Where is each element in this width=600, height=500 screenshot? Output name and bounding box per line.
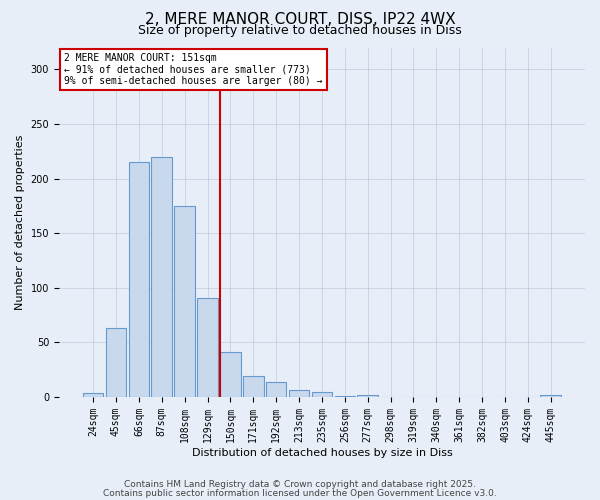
Bar	[541, 395, 561, 397]
Bar	[243, 376, 263, 397]
Text: Size of property relative to detached houses in Diss: Size of property relative to detached ho…	[138, 24, 462, 37]
Text: Contains HM Land Registry data © Crown copyright and database right 2025.: Contains HM Land Registry data © Crown c…	[124, 480, 476, 489]
Bar	[289, 390, 310, 397]
Bar	[220, 352, 241, 397]
Bar	[197, 298, 218, 397]
Bar	[335, 396, 355, 397]
Bar	[128, 162, 149, 397]
Text: 2, MERE MANOR COURT, DISS, IP22 4WX: 2, MERE MANOR COURT, DISS, IP22 4WX	[145, 12, 455, 28]
Bar	[266, 382, 286, 397]
Bar	[358, 395, 378, 397]
Bar	[151, 156, 172, 397]
Bar	[175, 206, 195, 397]
Bar	[83, 392, 103, 397]
Text: Contains public sector information licensed under the Open Government Licence v3: Contains public sector information licen…	[103, 489, 497, 498]
X-axis label: Distribution of detached houses by size in Diss: Distribution of detached houses by size …	[191, 448, 452, 458]
Text: 2 MERE MANOR COURT: 151sqm
← 91% of detached houses are smaller (773)
9% of semi: 2 MERE MANOR COURT: 151sqm ← 91% of deta…	[64, 52, 323, 86]
Bar	[106, 328, 126, 397]
Y-axis label: Number of detached properties: Number of detached properties	[15, 134, 25, 310]
Bar	[311, 392, 332, 397]
